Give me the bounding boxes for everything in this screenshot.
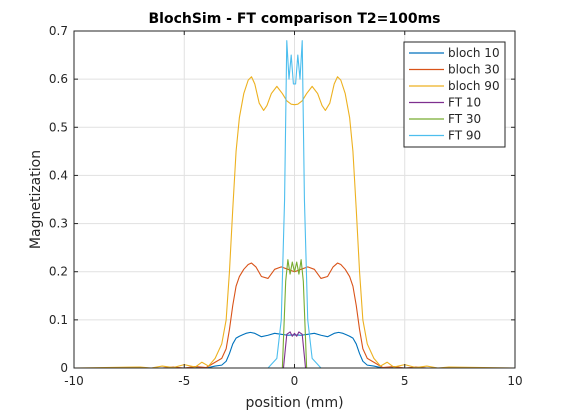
series-line-ft-30 — [74, 259, 515, 369]
y-tick-label: 0.3 — [49, 217, 68, 231]
series-line-bloch-10 — [74, 331, 515, 369]
legend-box — [403, 41, 506, 148]
y-tick-label: 0 — [60, 361, 68, 375]
x-tick-label: -5 — [178, 374, 190, 388]
legend-entry-ft-30: FT 30 — [448, 112, 481, 126]
legend-entry-ft-10: FT 10 — [448, 96, 481, 110]
y-tick-label: 0.7 — [49, 24, 68, 38]
y-axis-label: Magnetization — [28, 150, 44, 249]
y-tick-label: 0.6 — [49, 72, 68, 86]
y-tick-label: 0.5 — [49, 120, 68, 134]
legend: bloch 10 bloch 30 bloch 90 FT 10 FT 30 FT 90 — [403, 41, 506, 148]
x-tick-label: -10 — [64, 374, 84, 388]
series-line-ft-10 — [74, 331, 515, 369]
legend-entry-bloch-30: bloch 30 — [448, 63, 500, 77]
y-tick-label: 0.2 — [49, 265, 68, 279]
legend-entry-bloch-90: bloch 90 — [448, 79, 500, 93]
x-tick-label: 10 — [507, 374, 522, 388]
legend-entry-ft-90: FT 90 — [448, 129, 481, 143]
y-tick-label: 0.1 — [49, 313, 68, 327]
x-tick-label: 0 — [291, 374, 299, 388]
ticks: -10 -5 0 5 10 0 0.1 0.2 0.3 0.4 0.5 0.6 0.7 — [49, 24, 523, 388]
chart-title: BlochSim - FT comparison T2=100ms — [148, 11, 440, 27]
series-line-bloch-90 — [73, 76, 516, 369]
x-axis-label: position (mm) — [245, 395, 343, 411]
legend-entry-bloch-10: bloch 10 — [448, 46, 500, 60]
x-tick-label: 5 — [401, 374, 409, 388]
series-line-ft-90 — [74, 40, 515, 369]
series-layer — [73, 40, 516, 369]
y-tick-label: 0.4 — [49, 168, 68, 182]
